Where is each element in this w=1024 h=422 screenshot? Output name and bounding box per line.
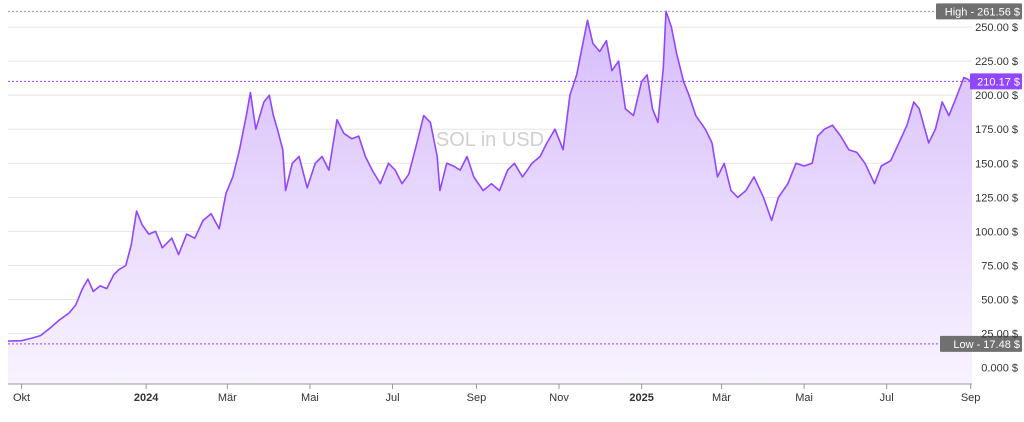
high-badge-bg (936, 3, 1022, 20)
low-badge-bg (940, 335, 1022, 352)
x-tick-label: Jul (385, 392, 399, 404)
x-tick-label: Mär (218, 392, 237, 404)
y-tick-label: 0.000 $ (981, 363, 1018, 375)
y-tick-label: 125.00 $ (975, 192, 1018, 204)
y-tick-label: 25.00 $ (981, 329, 1018, 341)
x-tick-label: Sep (467, 392, 487, 404)
x-tick-label: 2025 (629, 392, 653, 404)
y-tick-label: 225.00 $ (975, 56, 1018, 68)
y-tick-label: 150.00 $ (975, 158, 1018, 170)
price-line (7, 10, 973, 342)
y-tick-label: 50.00 $ (981, 295, 1018, 307)
y-tick-label: 100.00 $ (975, 226, 1018, 238)
x-tick-label: Sep (961, 392, 981, 404)
x-axis: Okt 2024 Mär Mai Jul Sep Nov 2025 Mär Mai Jul Sep (8, 383, 981, 404)
y-tick-label: 175.00 $ (975, 124, 1018, 136)
high-badge: High - 261.56 $ (945, 6, 1020, 18)
current-price-badge-bg (970, 73, 1022, 90)
x-tick-label: Mai (301, 392, 319, 404)
y-tick-label: 200.00 $ (975, 90, 1018, 102)
x-tick-label: Mai (795, 392, 813, 404)
x-tick-label: Mär (712, 392, 731, 404)
x-tick-label: 2024 (134, 392, 159, 404)
y-tick-label: 250.00 $ (975, 22, 1018, 34)
y-tick-label: 75.00 $ (981, 260, 1018, 272)
current-price-badge: 210.17 $ (977, 76, 1020, 88)
reference-lines: High - 261.56 $ 210.17 $ Low - 17.48 $ (8, 3, 1022, 352)
x-tick-label: Okt (13, 392, 30, 404)
x-tick-label: Jul (880, 392, 894, 404)
x-tick-label: Nov (549, 392, 569, 404)
chart-watermark: SOL in USD (436, 129, 544, 151)
y-axis: 0.000 $ 25.00 $ 50.00 $ 75.00 $ 100.00 $ 125.… (975, 22, 1018, 375)
low-badge: Low - 17.48 $ (953, 339, 1020, 351)
